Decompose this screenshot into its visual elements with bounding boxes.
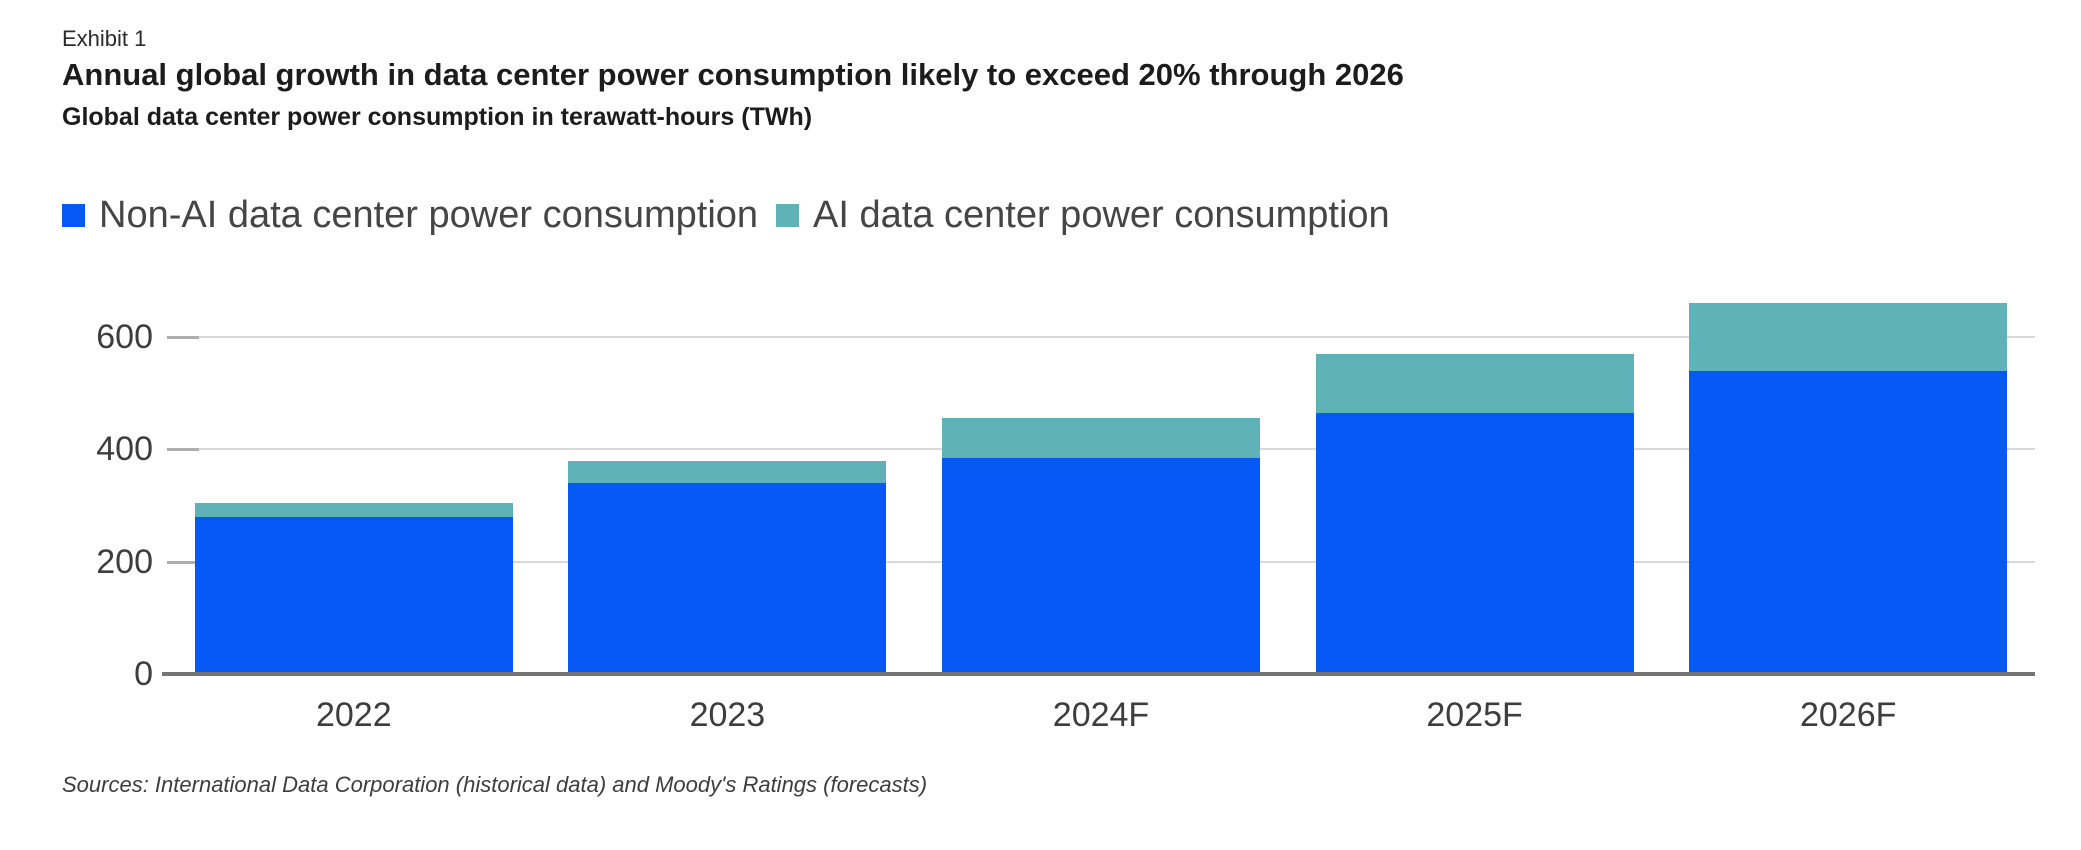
legend-label-ai: AI data center power consumption xyxy=(813,193,1390,236)
ytick-200 xyxy=(167,560,199,564)
x-axis-line xyxy=(162,672,2035,676)
bar-2025F-non-ai xyxy=(1315,412,1634,674)
xtick-label-2024F: 2024F xyxy=(1052,696,1150,734)
ytick-600 xyxy=(167,336,199,339)
legend-item-non-ai: Non-AI data center power consumption xyxy=(62,194,758,237)
xtick-label-2023: 2023 xyxy=(689,696,766,734)
legend-label-non-ai: Non-AI data center power consumption xyxy=(99,193,759,236)
bar-2023-ai xyxy=(568,460,887,484)
chart-subtitle: Global data center power consumption in … xyxy=(62,103,813,131)
legend-item-ai: AI data center power consumption xyxy=(776,194,1390,237)
xtick-label-2025F: 2025F xyxy=(1426,696,1523,734)
ytick-label-400: 400 xyxy=(96,430,153,469)
xtick-label-2026F: 2026F xyxy=(1799,696,1897,734)
bar-2022-non-ai xyxy=(194,516,513,674)
sources-note: Sources: International Data Corporation … xyxy=(62,772,928,797)
bar-2026F-non-ai xyxy=(1689,370,2008,674)
bar-2026F-ai xyxy=(1689,303,2008,371)
ai-swatch-icon xyxy=(776,203,800,227)
ytick-400 xyxy=(167,448,199,452)
bar-2023-non-ai xyxy=(568,483,887,674)
bar-2025F-ai xyxy=(1315,353,1634,413)
xtick-label-2022: 2022 xyxy=(315,696,392,734)
bar-2024F-ai xyxy=(942,418,1260,458)
ytick-label-200: 200 xyxy=(96,542,153,581)
bar-2024F-non-ai xyxy=(942,457,1260,674)
ytick-label-600: 600 xyxy=(96,318,153,356)
chart-legend: Non-AI data center power consumption AI … xyxy=(62,190,1390,240)
bar-2022-ai xyxy=(194,502,513,517)
chart-title: Annual global growth in data center powe… xyxy=(62,57,1404,92)
exhibit-label: Exhibit 1 xyxy=(62,26,147,51)
gridline-600 xyxy=(167,336,2035,338)
non-ai-swatch-icon xyxy=(62,203,85,227)
ytick-label-0: 0 xyxy=(134,655,153,693)
